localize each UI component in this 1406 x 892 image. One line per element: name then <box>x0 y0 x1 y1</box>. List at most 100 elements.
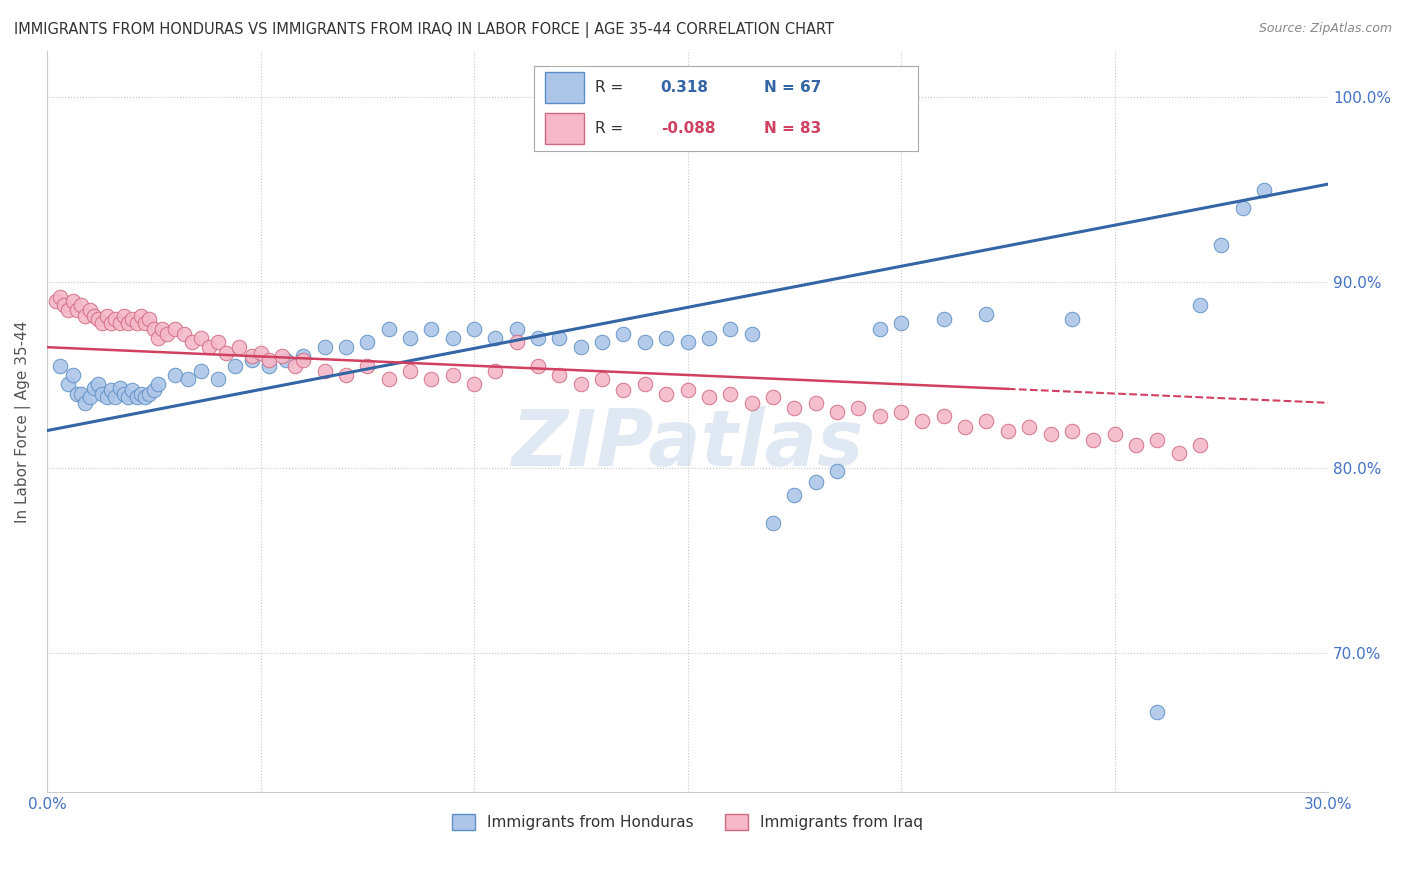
Point <box>420 372 443 386</box>
Point <box>292 353 315 368</box>
Point <box>314 340 336 354</box>
Point <box>1253 183 1275 197</box>
Point <box>70 386 93 401</box>
Point <box>1232 201 1254 215</box>
Point <box>79 303 101 318</box>
Point <box>997 424 1019 438</box>
Point <box>1018 420 1040 434</box>
Point <box>87 377 110 392</box>
Point <box>569 377 592 392</box>
Point <box>150 321 173 335</box>
Point <box>104 390 127 404</box>
Point <box>506 334 529 349</box>
Point <box>356 334 378 349</box>
Point <box>612 327 634 342</box>
Point <box>463 321 485 335</box>
Point <box>100 383 122 397</box>
Point <box>825 405 848 419</box>
Point <box>100 316 122 330</box>
Text: Source: ZipAtlas.com: Source: ZipAtlas.com <box>1258 22 1392 36</box>
Text: IMMIGRANTS FROM HONDURAS VS IMMIGRANTS FROM IRAQ IN LABOR FORCE | AGE 35-44 CORR: IMMIGRANTS FROM HONDURAS VS IMMIGRANTS F… <box>14 22 834 38</box>
Point <box>1189 438 1212 452</box>
Point <box>125 390 148 404</box>
Point <box>108 381 131 395</box>
Point <box>825 464 848 478</box>
Point <box>165 321 187 335</box>
Point <box>356 359 378 373</box>
Point <box>634 334 657 349</box>
Point <box>697 390 720 404</box>
Point <box>62 293 84 308</box>
Point <box>87 312 110 326</box>
Point <box>58 303 80 318</box>
Point <box>1060 424 1083 438</box>
Legend: Immigrants from Honduras, Immigrants from Iraq: Immigrants from Honduras, Immigrants fro… <box>446 808 929 836</box>
Point <box>121 312 143 326</box>
Point <box>484 331 506 345</box>
Point <box>1146 706 1168 720</box>
Point <box>506 321 529 335</box>
Point <box>91 316 114 330</box>
Point <box>420 321 443 335</box>
Point <box>869 321 891 335</box>
Point <box>976 307 998 321</box>
Point <box>117 316 139 330</box>
Point <box>741 327 763 342</box>
Point <box>762 516 785 531</box>
Point <box>783 401 806 416</box>
Point <box>104 312 127 326</box>
Point <box>335 368 357 382</box>
Point <box>240 350 263 364</box>
Point <box>527 359 550 373</box>
Point <box>165 368 187 382</box>
Point <box>138 386 160 401</box>
Point <box>463 377 485 392</box>
Point <box>96 309 118 323</box>
Point <box>783 488 806 502</box>
Point <box>96 390 118 404</box>
Point <box>953 420 976 434</box>
Point <box>190 331 212 345</box>
Point <box>83 381 105 395</box>
Point <box>1167 446 1189 460</box>
Point <box>377 321 399 335</box>
Point <box>399 364 422 378</box>
Point <box>91 386 114 401</box>
Point <box>142 383 165 397</box>
Point <box>49 359 72 373</box>
Point <box>53 297 76 311</box>
Point <box>75 396 97 410</box>
Point <box>66 386 89 401</box>
Point <box>890 316 912 330</box>
Point <box>314 364 336 378</box>
Point <box>142 321 165 335</box>
Point <box>1125 438 1147 452</box>
Point <box>228 340 250 354</box>
Point <box>190 364 212 378</box>
Point <box>276 353 298 368</box>
Point <box>612 383 634 397</box>
Point <box>207 334 229 349</box>
Point <box>70 297 93 311</box>
Point <box>676 383 699 397</box>
Point <box>976 414 998 428</box>
Point <box>79 390 101 404</box>
Point <box>848 401 870 416</box>
Point <box>44 293 66 308</box>
Point <box>869 409 891 423</box>
Point <box>569 340 592 354</box>
Point <box>155 327 177 342</box>
Text: ZIPatlas: ZIPatlas <box>512 406 863 482</box>
Point <box>655 386 678 401</box>
Point <box>1104 427 1126 442</box>
Point <box>181 334 204 349</box>
Point <box>125 316 148 330</box>
Point <box>377 372 399 386</box>
Point <box>335 340 357 354</box>
Point <box>655 331 678 345</box>
Point <box>177 372 200 386</box>
Point <box>718 321 741 335</box>
Point <box>1083 433 1105 447</box>
Point <box>441 368 464 382</box>
Point <box>75 309 97 323</box>
